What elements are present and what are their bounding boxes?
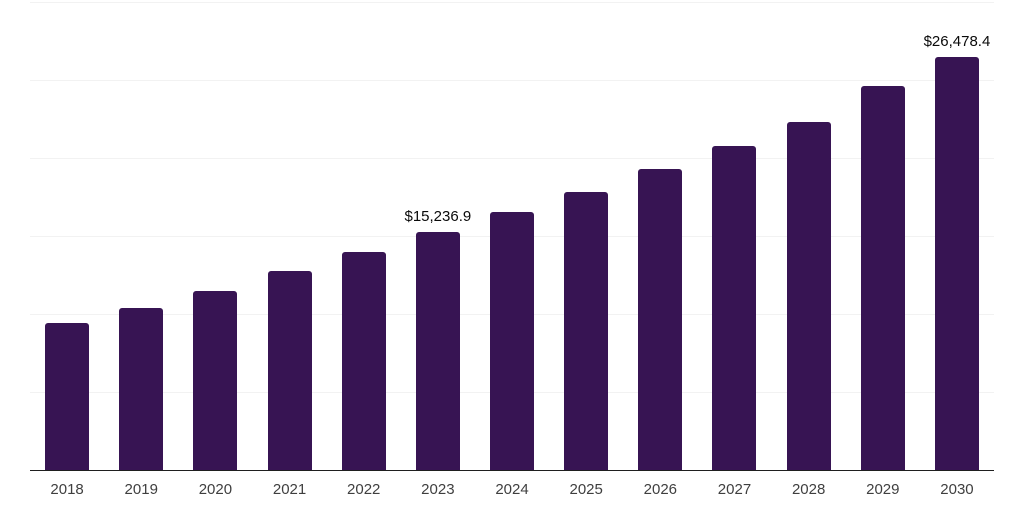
gridline-30000 (30, 2, 994, 3)
bar-2026[interactable] (638, 169, 683, 470)
bar-slot-2021 (252, 2, 326, 470)
x-tick-2030: 2030 (940, 481, 974, 498)
bar-slot-2022 (327, 2, 401, 470)
bars-row: $15,236.9 $26,478.4 (30, 2, 994, 470)
x-tick-2025: 2025 (569, 481, 603, 498)
x-tick-2024: 2024 (495, 481, 529, 498)
x-axis-labels: 2018 2019 2020 2021 2022 2023 2024 2025 2026 2027… (30, 481, 994, 498)
bar-slot-2026 (623, 2, 697, 470)
bar-2027[interactable] (712, 146, 757, 470)
bar-2019[interactable] (119, 308, 164, 470)
bar-2025[interactable] (564, 192, 609, 470)
bar-slot-2023: $15,236.9 (401, 2, 475, 470)
gridline-25000 (30, 80, 994, 81)
x-tick-2026: 2026 (643, 481, 678, 498)
x-tick-2027: 2027 (717, 481, 752, 498)
bar-slot-2027 (697, 2, 771, 470)
x-tick-2028: 2028 (791, 481, 826, 498)
bar-slot-2019 (104, 2, 178, 470)
bar-slot-2024 (475, 2, 549, 470)
x-tick-2019: 2019 (124, 481, 158, 498)
x-tick-2020: 2020 (198, 481, 233, 498)
x-tick-2018: 2018 (50, 481, 84, 498)
bar-2023[interactable] (415, 232, 460, 470)
bar-slot-2020 (178, 2, 252, 470)
gridline-20000 (30, 158, 994, 159)
bar-2020[interactable] (193, 291, 238, 470)
x-tick-2022: 2022 (347, 481, 381, 498)
data-label-2023: $15,236.9 (404, 208, 472, 226)
bar-slot-2029 (846, 2, 920, 470)
bar-2024[interactable] (490, 212, 535, 470)
bar-slot-2018 (30, 2, 104, 470)
bar-2028[interactable] (786, 122, 831, 470)
x-tick-2029: 2029 (866, 481, 900, 498)
bar-2029[interactable] (860, 86, 905, 470)
plot-area: $15,236.9 $26,478.4 (30, 2, 994, 471)
bar-slot-2028 (772, 2, 846, 470)
bar-2030[interactable] (934, 56, 979, 470)
bar-2021[interactable] (267, 270, 312, 470)
bar-slot-2030: $26,478.4 (920, 2, 994, 470)
x-tick-2023: 2023 (421, 481, 455, 498)
bar-slot-2025 (549, 2, 623, 470)
bar-2022[interactable] (341, 252, 386, 470)
data-label-2030: $26,478.4 (923, 32, 991, 50)
x-tick-2021: 2021 (272, 481, 307, 498)
bar-2018[interactable] (45, 323, 90, 470)
